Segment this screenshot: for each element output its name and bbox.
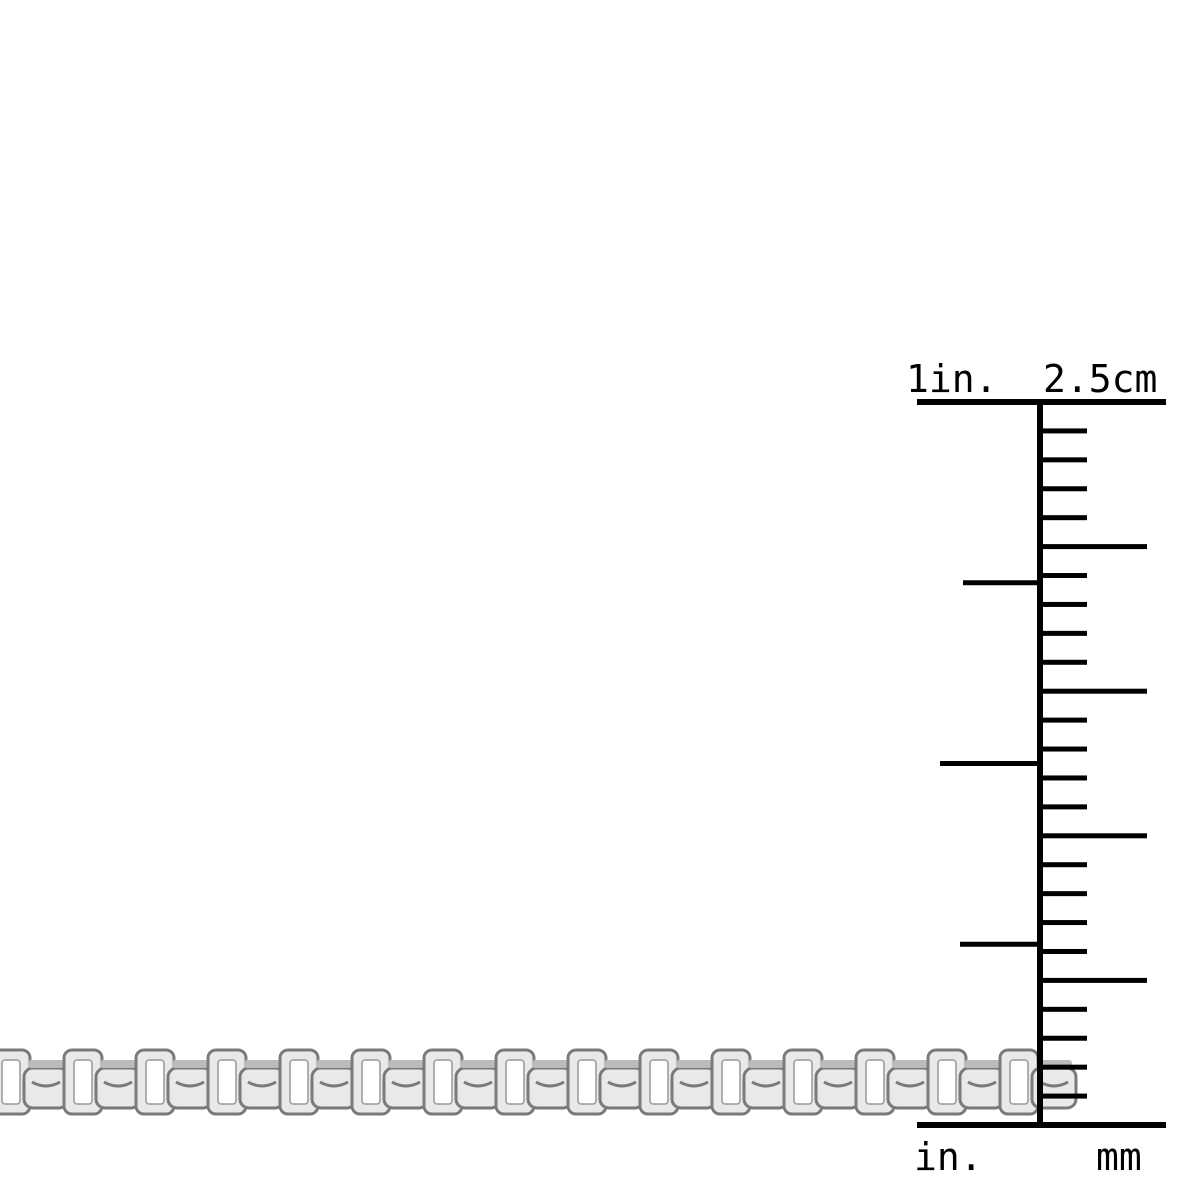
chain-link-shading	[823, 1080, 853, 1088]
ruler-tick-mm	[1040, 428, 1087, 434]
chain-link-shading	[31, 1080, 61, 1088]
chain-link-highlight	[1009, 1059, 1029, 1105]
chain-link-highlight	[937, 1059, 957, 1105]
chain-link-top-edge	[28, 1060, 64, 1068]
chain-link-top-edge	[244, 1060, 280, 1068]
chain-link	[742, 1060, 790, 1110]
ruler-tick-mm	[1040, 1006, 1087, 1012]
chain-link-highlight	[865, 1059, 885, 1105]
chain-link	[94, 1060, 142, 1110]
chain-link-shading	[751, 1080, 781, 1088]
chain-link-highlight	[721, 1059, 741, 1105]
chain-link-highlight	[505, 1059, 525, 1105]
ruler-tick-mm	[1040, 630, 1087, 636]
ruler-tick-mm	[1040, 573, 1087, 579]
chain-link-shading	[319, 1080, 349, 1088]
chain-link-highlight	[577, 1059, 597, 1105]
chain-link	[526, 1060, 574, 1110]
chain-link	[814, 1060, 862, 1110]
chain-link	[0, 1048, 32, 1116]
ruler-tick-5mm	[1040, 544, 1147, 550]
chain-link-shading	[895, 1080, 925, 1088]
chain-link-top-edge	[676, 1060, 712, 1068]
chain-link	[310, 1060, 358, 1110]
ruler-tick-mm	[1040, 659, 1087, 665]
chain-link-top-edge	[964, 1060, 1000, 1068]
ruler-tick-mm	[1040, 891, 1087, 897]
chain-link	[22, 1060, 70, 1110]
chain-link-top-edge	[748, 1060, 784, 1068]
chain-link	[422, 1048, 464, 1116]
chain-link-highlight	[433, 1059, 453, 1105]
ruler-unit-inches: in.	[914, 1135, 983, 1179]
ruler-tick-mm	[1040, 601, 1087, 607]
ruler-tick-mm	[1040, 948, 1087, 954]
ruler-tick-mm	[1040, 775, 1087, 781]
ruler-label-cm: 2.5cm	[1043, 357, 1158, 401]
chain-link	[566, 1048, 608, 1116]
chain-link-highlight	[289, 1059, 309, 1105]
ruler-label-inch: 1in.	[906, 357, 998, 401]
ruler-tick-mm	[1040, 1064, 1087, 1070]
chain-link-top-edge	[460, 1060, 496, 1068]
chain-link-highlight	[793, 1059, 813, 1105]
chain-link-shading	[247, 1080, 277, 1088]
chain-link	[926, 1048, 968, 1116]
ruler-unit-mm: mm	[1096, 1135, 1142, 1179]
chain-link-top-edge	[532, 1060, 568, 1068]
chain-link-top-edge	[892, 1060, 928, 1068]
chain-link-shading	[535, 1080, 565, 1088]
ruler-tick-mm	[1040, 862, 1087, 868]
chain-link	[166, 1060, 214, 1110]
chain-link	[638, 1048, 680, 1116]
chain-link	[206, 1048, 248, 1116]
ruler-tick-quarter-inch	[940, 761, 1040, 766]
chain-link-shading	[679, 1080, 709, 1088]
ruler-tick-5mm	[1040, 688, 1147, 694]
chain-link-highlight	[1, 1059, 21, 1105]
chain-link-shading	[607, 1080, 637, 1088]
chain-link-top-edge	[820, 1060, 856, 1068]
chain-link	[598, 1060, 646, 1110]
ruler-tick-mm	[1040, 515, 1087, 521]
chain-link-top-edge	[100, 1060, 136, 1068]
ruler-tick-5mm	[1040, 833, 1147, 839]
chain-link	[782, 1048, 824, 1116]
chain-link	[958, 1060, 1006, 1110]
chain-link-highlight	[73, 1059, 93, 1105]
ruler-tick-mm	[1040, 920, 1087, 926]
chain-link-top-edge	[316, 1060, 352, 1068]
ruler-tick-mm	[1040, 804, 1087, 810]
chain-link	[278, 1048, 320, 1116]
ruler-tick-mm	[1040, 746, 1087, 752]
chain-link-top-edge	[172, 1060, 208, 1068]
chain-link-highlight	[145, 1059, 165, 1105]
ruler-tick-quarter-inch	[960, 941, 1040, 947]
ruler-tick-mm	[1040, 717, 1087, 723]
chain-link-highlight	[649, 1059, 669, 1105]
ruler-tick-mm	[1040, 1093, 1087, 1099]
ruler-tick-mm	[1040, 1035, 1087, 1041]
ruler-tick-quarter-inch	[963, 580, 1040, 586]
ruler-tick-mm	[1040, 457, 1087, 463]
chain-link-shading	[463, 1080, 493, 1088]
chain-link-top-edge	[388, 1060, 424, 1068]
chain-link	[134, 1048, 176, 1116]
chain-link-highlight	[217, 1059, 237, 1105]
ruler-tick-mm	[1040, 486, 1087, 492]
chain-link-shading	[103, 1080, 133, 1088]
chain-link-shading	[967, 1080, 997, 1088]
chain-link-shading	[391, 1080, 421, 1088]
chain-link-shading	[175, 1080, 205, 1088]
ruler-tick-5mm	[1040, 977, 1147, 983]
chain-link-highlight	[361, 1059, 381, 1105]
chain-link-top-edge	[604, 1060, 640, 1068]
